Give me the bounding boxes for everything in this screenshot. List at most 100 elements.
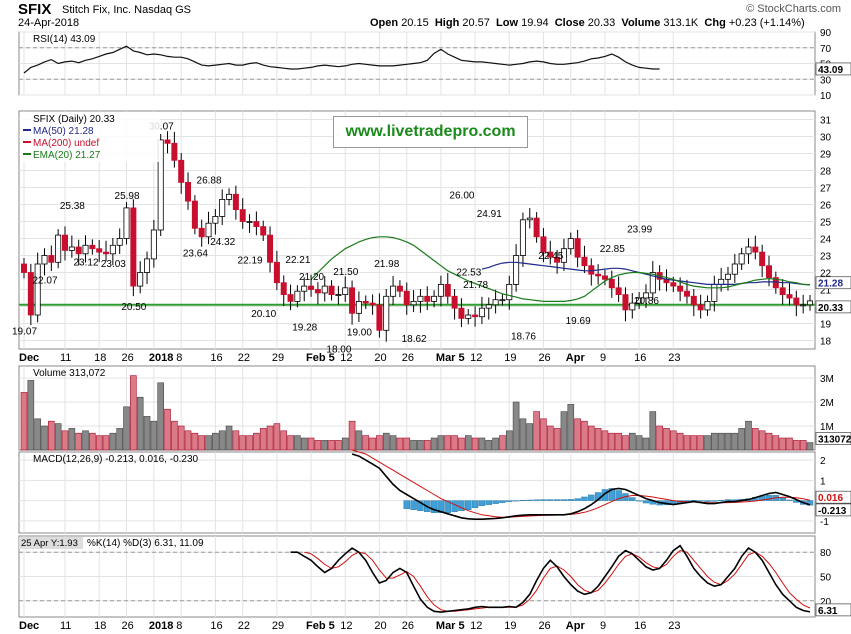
candle-down	[581, 256, 588, 267]
candle-up	[738, 253, 745, 265]
volume-bar-down	[61, 430, 69, 451]
candle-down	[540, 236, 547, 253]
volume-bar-up	[389, 435, 397, 451]
candle-up	[390, 285, 397, 297]
volume-bar-down	[164, 408, 171, 451]
candle-up	[246, 221, 253, 223]
volume-bar-up	[635, 435, 643, 451]
x-tick-label: 20	[374, 352, 386, 364]
price-annotation: 22.21	[285, 255, 310, 266]
volume-bar-up	[109, 432, 117, 451]
volume-bar-down	[348, 420, 356, 451]
volume-bar-down	[574, 418, 581, 451]
macd-histogram-bar	[588, 494, 595, 501]
candle-down	[349, 287, 356, 314]
cursor-readout-box	[19, 537, 83, 549]
candle-up	[82, 244, 89, 255]
volume-bar-up	[717, 432, 725, 451]
candle-down	[697, 304, 704, 311]
x-tick-label-bottom: 26	[538, 620, 550, 632]
ticker-symbol: SFIX	[18, 1, 52, 18]
volume-bar-down	[656, 425, 663, 451]
x-tick-label-bottom: 22	[238, 620, 250, 632]
price-annotation: 26.88	[197, 176, 222, 187]
x-tick-label-bottom: Apr	[566, 620, 586, 632]
rsi-legend: RSI(14) 43.09	[33, 34, 96, 45]
volume-bar-down	[772, 435, 780, 451]
change-value: +0.23 (+1.14%)	[728, 17, 805, 29]
volume-bar-down	[765, 432, 773, 451]
x-tick-label-bottom: 12	[470, 620, 482, 632]
price-annotation: 23.64	[183, 249, 208, 260]
volume-bar-down	[266, 425, 274, 451]
macd-histogram-bar	[567, 499, 574, 501]
ema20-legend: EMA(20) 21.27	[33, 150, 101, 161]
y-tick-label: 50	[820, 573, 832, 584]
volume-bar-down	[423, 440, 431, 451]
open-value: 20.15	[401, 17, 429, 29]
volume-bar-down	[177, 425, 185, 451]
candle-up	[478, 307, 485, 318]
candle-down	[683, 290, 690, 297]
volume-bar-up	[711, 432, 718, 451]
candle-up	[219, 198, 226, 217]
candle-down	[615, 287, 622, 295]
volume-bar-up	[464, 435, 472, 451]
macd-line	[351, 453, 811, 521]
stochastic-k-line	[290, 544, 811, 613]
volume-bar-down	[615, 432, 622, 451]
candle-down	[574, 238, 581, 258]
ma50-current-tag: 21.28	[818, 279, 843, 290]
macd-histogram-bar	[410, 500, 417, 510]
candle-down	[232, 193, 239, 211]
volume-bar-down	[758, 430, 766, 451]
volume-bar-down	[670, 430, 677, 451]
candle-down	[253, 221, 260, 227]
volume-bar-down	[130, 375, 137, 451]
candle-down	[287, 294, 294, 302]
candle-up	[718, 278, 725, 285]
x-tick-label-bottom: 18	[94, 620, 106, 632]
macd-histogram-bar	[437, 500, 445, 513]
macd-histogram-bar	[581, 496, 588, 501]
candle-down	[171, 142, 178, 161]
x-tick-label: 11	[60, 352, 71, 364]
candle-down	[759, 251, 766, 267]
volume-bar-down	[786, 437, 793, 451]
volume-bar-up	[417, 440, 424, 451]
volume-bar-up	[485, 440, 493, 451]
volume-bar-up	[704, 435, 711, 451]
price-annotation: 22.53	[456, 267, 481, 278]
price-annotation: 30.07	[149, 121, 174, 132]
volume-bar-down	[369, 437, 376, 451]
candle-up	[301, 285, 308, 292]
x-tick-label: 12	[340, 352, 352, 364]
macd-histogram-bar	[403, 500, 410, 509]
candle-up	[800, 304, 807, 307]
x-tick-label-bottom: 20	[374, 620, 386, 632]
volume-bar-down	[553, 428, 561, 451]
candle-up	[205, 222, 212, 238]
candle-up	[745, 246, 752, 255]
volume-bar-down	[587, 425, 595, 451]
macd-histogram-bar	[690, 499, 698, 501]
candle-down	[164, 139, 171, 144]
candle-up	[150, 229, 157, 260]
volume-bar-down	[328, 440, 335, 451]
watermark-link[interactable]: www.livetradepro.com	[333, 116, 528, 148]
volume-bar-down	[273, 423, 281, 451]
rsi-current-tag-box	[815, 62, 851, 76]
x-tick-label-bottom: Feb 5	[306, 620, 335, 632]
candle-down	[765, 265, 772, 279]
x-tick-label: 26	[122, 352, 134, 364]
rsi-line	[23, 45, 660, 74]
macd-histogram-bar	[512, 500, 520, 502]
x-tick-label: Dec	[19, 352, 39, 364]
price-annotation: 19.07	[12, 326, 37, 337]
candle-down	[314, 289, 321, 294]
x-tick-label-bottom: Mar 5	[436, 620, 465, 632]
volume-bar-up	[430, 437, 438, 451]
volume-bar-up	[745, 420, 752, 451]
volume-bar-down	[396, 437, 404, 451]
macd-histogram-bar	[506, 500, 513, 502]
